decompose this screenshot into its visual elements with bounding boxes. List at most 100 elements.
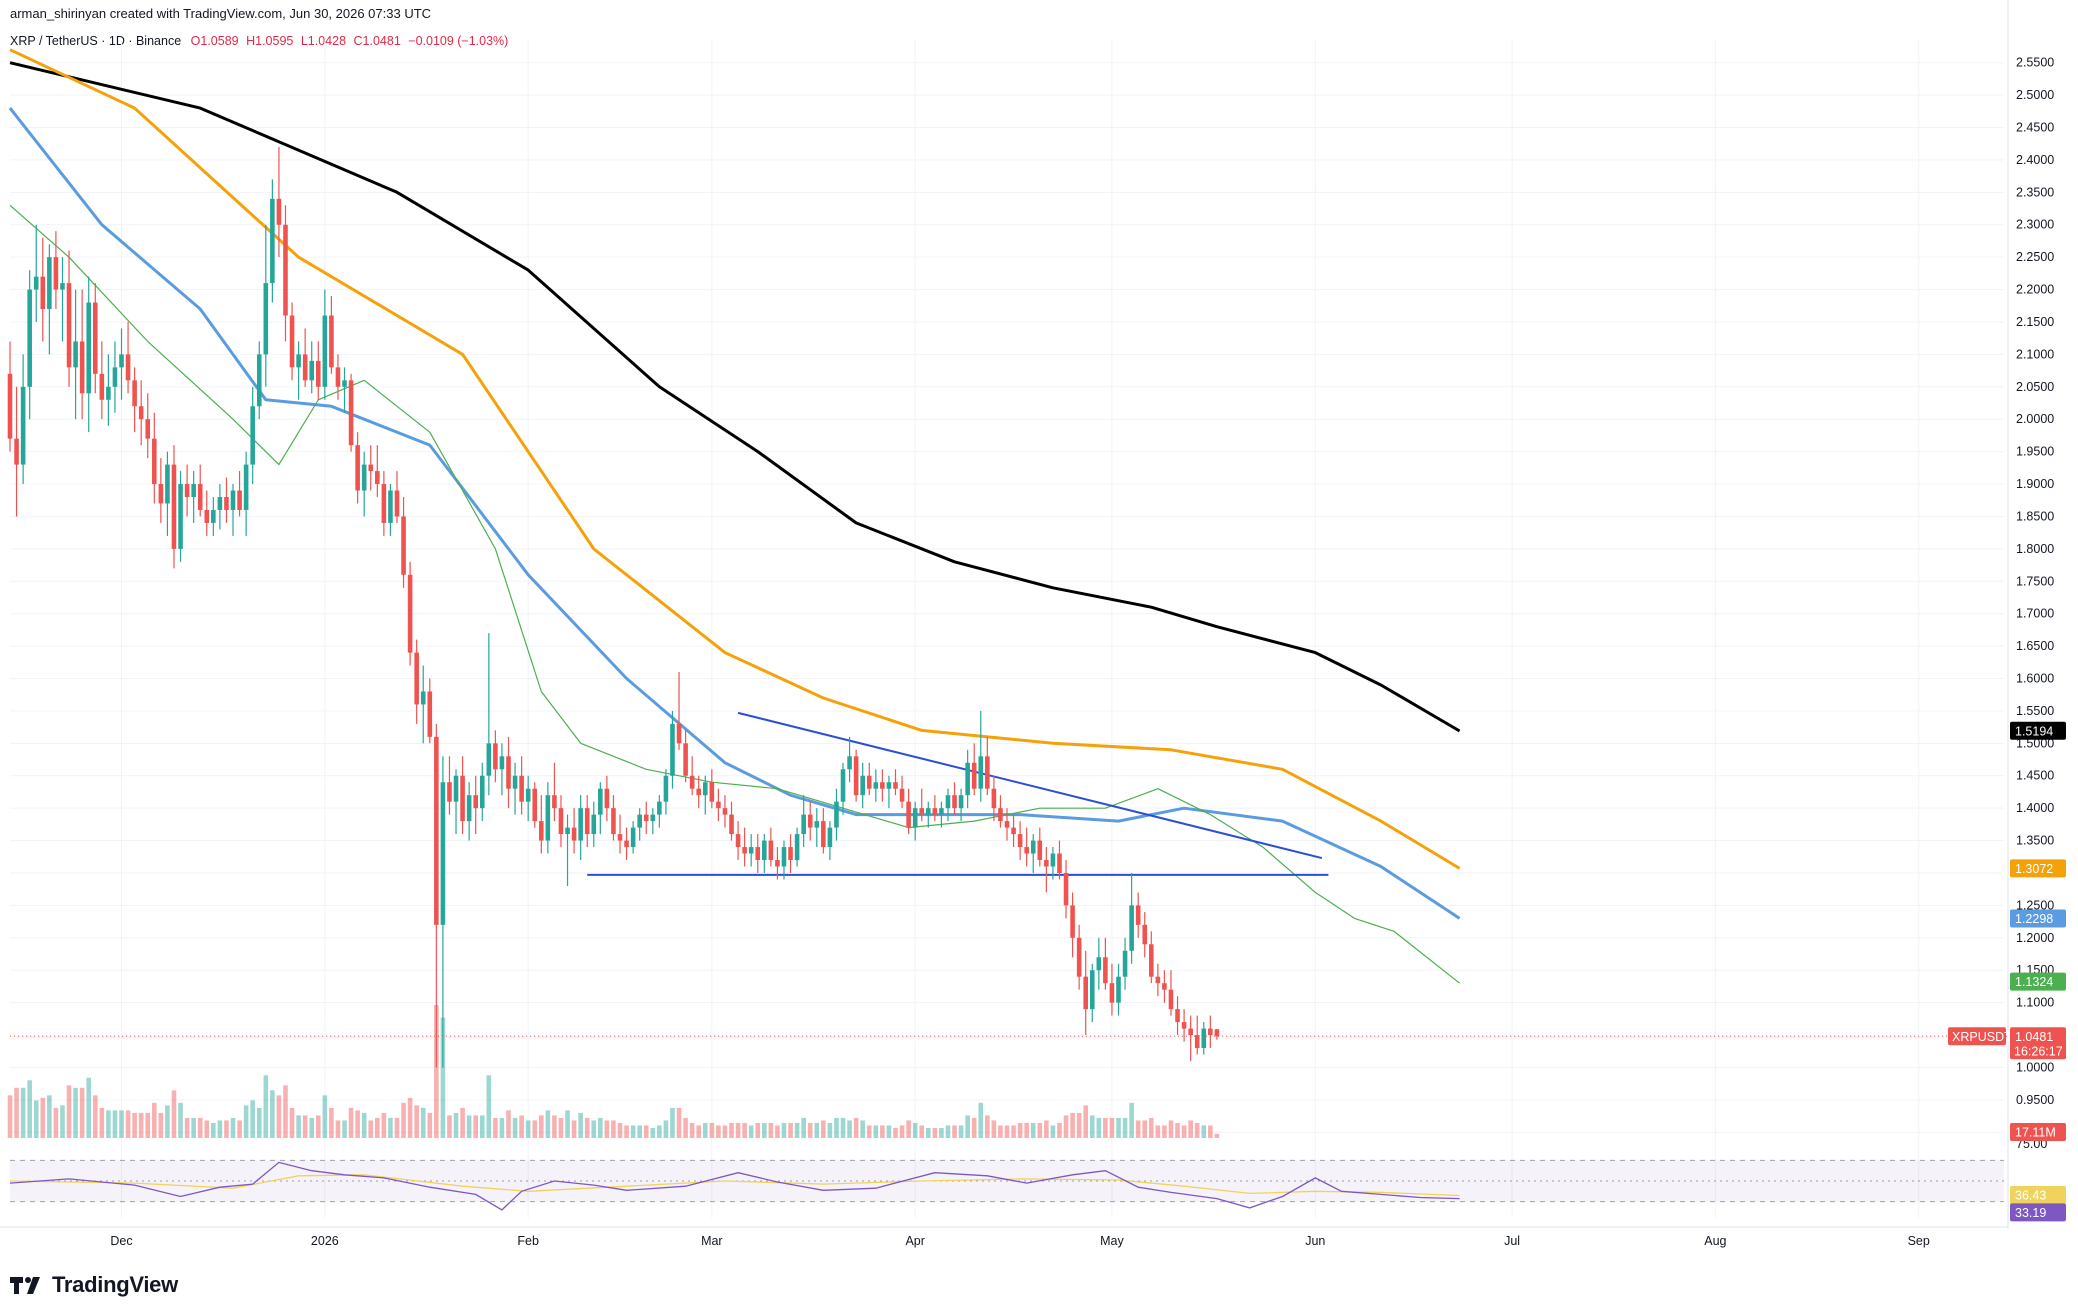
candle[interactable] [499, 743, 505, 796]
candle[interactable] [1162, 970, 1167, 1003]
candle[interactable] [1142, 911, 1148, 958]
candle[interactable] [27, 270, 32, 420]
candle[interactable] [1030, 834, 1036, 873]
candle[interactable] [296, 341, 301, 400]
candle[interactable] [53, 231, 59, 310]
candle[interactable] [1155, 963, 1161, 997]
candle[interactable] [315, 341, 321, 400]
candle[interactable] [1116, 963, 1121, 1016]
candle[interactable] [801, 795, 806, 848]
candle[interactable] [545, 782, 551, 854]
candle[interactable] [302, 328, 308, 387]
candle[interactable] [775, 847, 780, 880]
candle[interactable] [86, 276, 92, 433]
candle[interactable] [571, 808, 577, 854]
candle[interactable] [663, 769, 669, 815]
candle[interactable] [886, 775, 892, 809]
candle[interactable] [630, 821, 636, 854]
candle[interactable] [991, 775, 997, 822]
candle[interactable] [919, 788, 925, 822]
candle[interactable] [394, 471, 400, 523]
candle[interactable] [106, 354, 111, 426]
candle[interactable] [821, 808, 826, 854]
candle[interactable] [329, 296, 334, 374]
tradingview-logo[interactable]: TradingView [10, 1272, 178, 1298]
candle[interactable] [939, 801, 944, 828]
candle[interactable] [60, 257, 65, 342]
candle[interactable] [827, 821, 833, 861]
candle[interactable] [814, 808, 820, 848]
candle[interactable] [224, 477, 229, 523]
candle[interactable] [420, 665, 426, 744]
candle[interactable] [138, 380, 144, 446]
candle[interactable] [1129, 872, 1134, 964]
candle[interactable] [1188, 1015, 1193, 1061]
candle[interactable] [683, 730, 688, 783]
candle[interactable] [893, 769, 898, 796]
candle[interactable] [1175, 996, 1180, 1036]
trendline-descending[interactable] [737, 711, 1323, 860]
candle[interactable] [401, 497, 406, 588]
candle[interactable] [1096, 937, 1102, 990]
candle[interactable] [729, 801, 734, 841]
symbol-label[interactable]: XRP / TetherUS · 1D · Binance [10, 34, 182, 48]
candle[interactable] [1201, 1022, 1207, 1055]
candle[interactable] [637, 808, 642, 841]
candle[interactable] [132, 367, 137, 433]
candle[interactable] [506, 736, 511, 809]
candle[interactable] [79, 289, 85, 420]
candle[interactable] [230, 484, 236, 536]
candle[interactable] [1149, 931, 1154, 984]
candle[interactable] [40, 237, 46, 342]
candle[interactable] [912, 801, 918, 841]
candle[interactable] [925, 801, 931, 828]
candle[interactable] [1070, 892, 1075, 958]
candle[interactable] [263, 224, 269, 387]
candle[interactable] [283, 205, 288, 342]
candle[interactable] [1076, 924, 1082, 990]
candle[interactable] [309, 341, 315, 394]
candle[interactable] [1208, 1015, 1213, 1049]
candle[interactable] [788, 834, 793, 873]
candle[interactable] [985, 736, 990, 796]
candle[interactable] [794, 827, 800, 867]
candle[interactable] [256, 341, 262, 420]
candle[interactable] [591, 801, 597, 848]
candle[interactable] [958, 788, 964, 822]
candle[interactable] [466, 782, 472, 841]
candle[interactable] [1194, 1015, 1200, 1055]
candle[interactable] [368, 445, 374, 491]
candle[interactable] [237, 471, 242, 517]
candle[interactable] [217, 484, 223, 530]
candle[interactable] [348, 373, 354, 452]
candle[interactable] [1089, 963, 1095, 1023]
candle[interactable] [414, 639, 419, 724]
candle[interactable] [479, 762, 485, 822]
candle[interactable] [276, 146, 282, 258]
candle[interactable] [899, 775, 905, 809]
candle[interactable] [178, 471, 183, 562]
candle[interactable] [532, 782, 538, 828]
candle[interactable] [742, 827, 747, 867]
candle[interactable] [945, 788, 951, 822]
candle[interactable] [998, 795, 1003, 828]
candle[interactable] [184, 464, 190, 517]
candle[interactable] [716, 788, 721, 822]
candle[interactable] [440, 756, 446, 1068]
candle[interactable] [722, 795, 728, 828]
candle[interactable] [112, 341, 118, 413]
candle[interactable] [204, 490, 210, 536]
candle[interactable] [1037, 827, 1043, 867]
candle[interactable] [322, 289, 328, 400]
candle[interactable] [1122, 937, 1128, 990]
candle[interactable] [1214, 1028, 1220, 1040]
candle[interactable] [624, 827, 629, 861]
candle[interactable] [748, 834, 754, 867]
candle[interactable] [493, 730, 498, 783]
candle[interactable] [906, 788, 911, 835]
candle[interactable] [762, 834, 767, 873]
candle[interactable] [1017, 821, 1023, 861]
candle[interactable] [447, 756, 452, 815]
candle[interactable] [145, 393, 151, 459]
